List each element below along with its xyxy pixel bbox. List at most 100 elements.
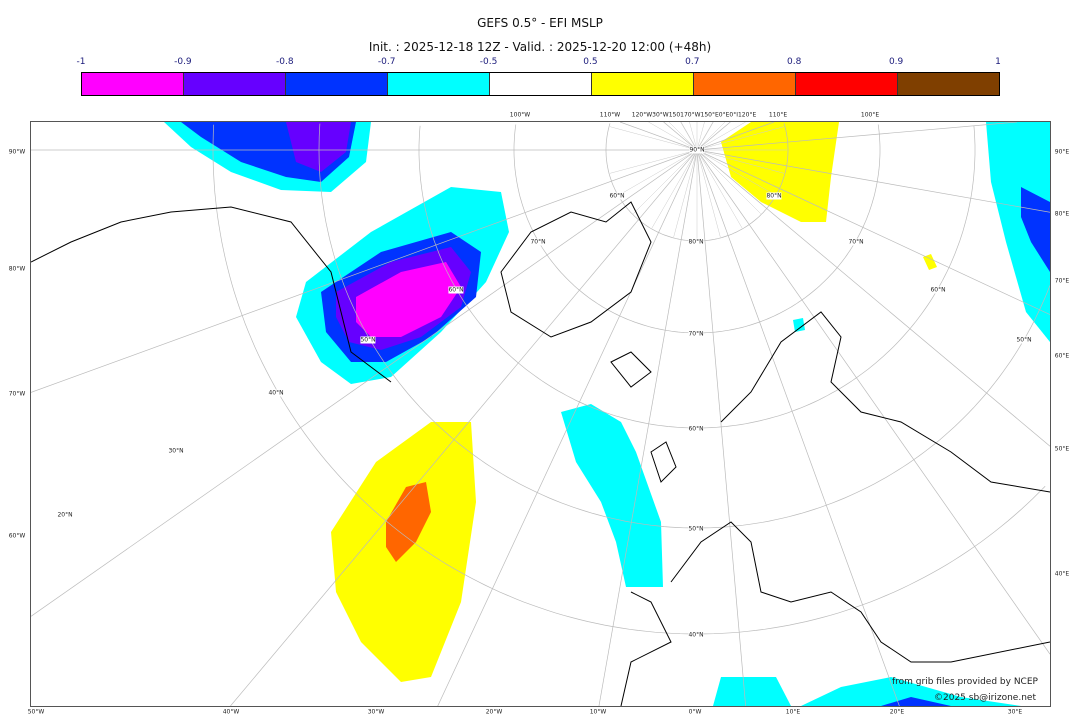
colorbar-tick: 0.9 [888, 57, 904, 67]
meridian-line [696, 122, 1018, 151]
efi-region-purple [286, 122, 351, 172]
efi-region-cyan [713, 677, 791, 706]
meridian-line [696, 122, 775, 151]
meridian-line [696, 122, 705, 151]
grid-label: 40°N [688, 631, 704, 639]
axis-label-left: 70°W [8, 390, 26, 398]
meridian-line [648, 122, 698, 151]
meridian-line [696, 126, 784, 151]
map-canvas [31, 122, 1050, 706]
map-panel[interactable]: 90°N 80°N 70°N 60°N 50°N 40°N 40°N 30°N 20°N 70°N… [30, 121, 1051, 707]
efi-region-cyan [793, 318, 805, 332]
latitude-line [318, 123, 1050, 529]
colorbar-segment [82, 73, 184, 95]
axis-label-right: 40°E [1054, 570, 1070, 578]
meridian-line [696, 122, 714, 151]
meridian-line [633, 149, 698, 214]
efi-region-cyan [801, 677, 1021, 706]
axis-label-bottom: 20°E [889, 708, 905, 716]
meridian-line [696, 149, 784, 174]
grid-label: 80°N [688, 238, 704, 246]
latitude-line [212, 124, 1046, 635]
axis-label-top: 100°W [509, 111, 531, 119]
axis-label-right: 50°E [1054, 445, 1070, 453]
grid-label: 50°N [1016, 336, 1032, 344]
colorbar-segment [184, 73, 286, 95]
grid-label: 50°N [688, 525, 704, 533]
axis-label-right: 90°E [1054, 148, 1070, 156]
axis-label-left: 60°W [8, 532, 26, 540]
colorbar-tick: -0.8 [275, 57, 294, 67]
coastline [620, 591, 672, 706]
colorbar-segment [388, 73, 490, 95]
colorbar-tick: 0.7 [685, 57, 700, 67]
colorbar-tick: -0.5 [479, 57, 498, 67]
coastline [31, 206, 392, 383]
axis-label-bottom: 30°E [1007, 708, 1023, 716]
meridian-line [610, 126, 698, 151]
axis-label-top: 110°W [599, 111, 621, 119]
meridian-line [230, 149, 698, 706]
meridian-line [437, 149, 698, 706]
grid-label: 70°N [688, 330, 704, 338]
meridian-line [696, 149, 743, 229]
axis-label-bottom: 50°W [27, 708, 45, 716]
meridian-line [696, 149, 721, 237]
grid-label: 60°N [688, 425, 704, 433]
grid-label: 70°N [530, 238, 546, 246]
grid-label: 70°N [848, 238, 864, 246]
meridian-line [696, 149, 776, 196]
efi-region-orange [386, 482, 431, 562]
axis-label-top: 100°E [860, 111, 880, 119]
meridian-line [696, 149, 1050, 447]
meridian-line [696, 122, 746, 151]
meridian-line [689, 122, 698, 151]
coastline [650, 441, 677, 483]
axis-label-bottom: 10°E [785, 708, 801, 716]
colorbar-tick: 0.5 [583, 57, 598, 67]
axis-label-bottom: 40°W [222, 708, 240, 716]
colorbar-tick: 0.8 [787, 57, 802, 67]
meridian-line [696, 149, 1050, 213]
meridian-line [31, 149, 698, 617]
grid-label: 30°N [168, 447, 184, 455]
colorbar-segment [286, 73, 388, 95]
axis-label-bottom: 10°W [589, 708, 607, 716]
axis-label-top: 120°W30°W150170°W150°E0°E0°I120°E [631, 111, 757, 119]
meridian-line [696, 122, 731, 151]
coastline [610, 351, 652, 388]
meridian-line [651, 149, 698, 229]
colorbar-segment [694, 73, 796, 95]
efi-region-magenta [356, 262, 461, 337]
colorbar-tick: -1 [76, 57, 86, 67]
grid-label: 40°N [268, 389, 284, 397]
axis-label-right: 60°E [1054, 352, 1070, 360]
grid-label: 60°N [609, 192, 625, 200]
axis-label-right: 70°E [1054, 277, 1070, 285]
axis-label-right: 80°E [1054, 210, 1070, 218]
meridian-line [618, 149, 698, 196]
grid-label: 50°N [360, 336, 376, 344]
meridian-line [673, 149, 698, 237]
axis-label-top: 110°E [768, 111, 788, 119]
efi-region-yellow [923, 254, 937, 270]
axis-label-left: 80°W [8, 265, 26, 273]
efi-region-cyan [561, 404, 663, 587]
meridian-line [610, 149, 698, 174]
colorbar-segment [898, 73, 999, 95]
grid-label: 20°N [57, 511, 73, 519]
grid-label: 90°N [689, 146, 705, 154]
coastline [500, 201, 652, 338]
efi-region-cyan [986, 122, 1050, 342]
copyright-credit: ©2025 sb@irizone.net [934, 693, 1036, 703]
colorbar-tick: -0.7 [377, 57, 396, 67]
axis-label-bottom: 20°W [485, 708, 503, 716]
colorbar-segment [490, 73, 592, 95]
meridian-line [696, 149, 746, 706]
meridian-line [696, 149, 900, 706]
axis-label-bottom: 0°W [688, 708, 702, 716]
meridian-line [668, 122, 698, 151]
coastline [720, 311, 1050, 493]
colorbar [81, 72, 1000, 96]
